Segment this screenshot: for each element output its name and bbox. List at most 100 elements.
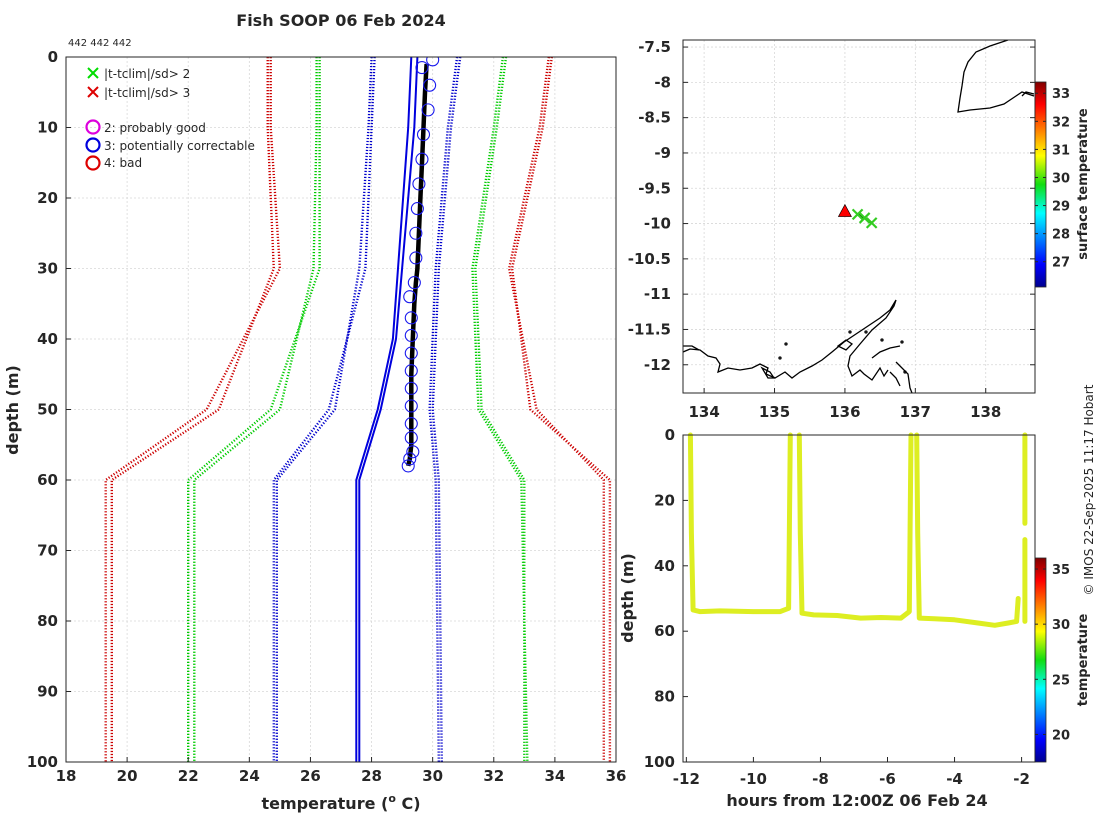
profile-plot-area — [66, 57, 616, 762]
island-dot — [864, 330, 868, 334]
y-tick-label: 30 — [37, 260, 58, 278]
y-tick-label: 90 — [37, 683, 58, 701]
x-tick-label: 32 — [483, 767, 504, 785]
y-tick-label: -11.5 — [628, 320, 671, 338]
series-line — [428, 57, 459, 762]
x-tick-label: -4 — [946, 770, 963, 788]
flag3-marker — [404, 364, 418, 378]
profile-y-axis-label: depth (m) — [3, 365, 22, 455]
legend-circle-blue-icon — [85, 137, 101, 153]
x-tick-label: 22 — [178, 767, 199, 785]
coastline — [683, 40, 1035, 393]
colorbar-tick-label: 30 — [1052, 618, 1070, 633]
y-tick-label: 80 — [654, 688, 675, 706]
map-y-ticks: -7.5 -8 -8.5 -9 -9.5 -10 -10.5 -11 -11.5 -12 — [628, 38, 1035, 374]
legend-label: 2: probably good — [104, 121, 206, 135]
time-depth-colorbar-ticks: 20 25 30 35 — [1035, 563, 1070, 743]
flag3-marker — [404, 311, 418, 325]
flag3-marker — [409, 226, 423, 240]
y-tick-label: 20 — [37, 189, 58, 207]
depth-trace — [687, 432, 793, 615]
colorbar-tick-label: 27 — [1052, 256, 1070, 271]
x-tick-label: 26 — [300, 767, 321, 785]
island-dot — [900, 340, 904, 344]
temperature-profile — [406, 63, 429, 467]
time-depth-x-ticks: -12 -10 -8 -6 -4 -2 — [673, 757, 1030, 788]
y-tick-label: 100 — [644, 753, 675, 771]
time-depth-x-axis-label: hours from 12:00Z 06 Feb 24 — [726, 791, 987, 810]
y-tick-label: 0 — [665, 426, 675, 444]
y-tick-label: -11 — [644, 285, 671, 303]
legend-item-flag4: 4: bad — [85, 155, 142, 171]
colorbar-tick-label: 33 — [1052, 87, 1070, 102]
coastline-path-s4 — [895, 361, 913, 393]
flag3-marker — [415, 61, 429, 75]
profile-x-axis-label: temperature (o C) — [261, 792, 420, 813]
depth-trace — [796, 432, 914, 621]
profile-chart: 18 20 22 24 26 28 30 32 34 36 0 10 20 30 40 50 60 70 80 90… — [3, 48, 626, 813]
map-grid — [683, 40, 1035, 393]
island-dot — [848, 330, 852, 334]
flag3-marker — [406, 445, 420, 459]
track-marker — [865, 217, 878, 229]
y-tick-label: 60 — [37, 471, 58, 489]
flag3-marker — [410, 202, 424, 216]
flag3-marker — [404, 328, 418, 343]
flag3-marker — [412, 177, 426, 191]
legend-item-flag3: 3: potentially correctable — [85, 137, 255, 153]
flag3-marker — [409, 251, 423, 265]
legend-label: |t-tclim|/sd> 2 — [104, 67, 190, 81]
flag3-marker — [416, 128, 431, 142]
coastline-path-s1 — [683, 299, 897, 381]
flag3-marker — [415, 152, 429, 166]
flag3-marker — [401, 459, 415, 473]
time-depth-y-axis-label: depth (m) — [618, 553, 637, 643]
flag3-marker — [404, 431, 418, 445]
y-tick-label: -10 — [644, 215, 671, 233]
y-tick-label: -12 — [644, 356, 671, 374]
figure-subtitle: 442 442 442 — [68, 38, 132, 49]
colorbar-tick-label: 31 — [1052, 143, 1070, 158]
legend-circle-red-icon — [85, 155, 101, 171]
series-line — [104, 57, 282, 762]
coastline-path-s5 — [760, 366, 776, 379]
time-depth-points — [687, 432, 1028, 628]
island-dot — [784, 342, 788, 346]
colorbar-tick-label: 20 — [1052, 728, 1070, 743]
map-colorbar-ticks: 27 28 29 30 31 32 33 — [1035, 87, 1070, 271]
profile-flag-markers — [401, 57, 440, 473]
flag3-marker — [426, 57, 440, 67]
y-tick-label: 0 — [48, 48, 58, 66]
legend-item-3sd: |t-tclim|/sd> 3 — [87, 86, 190, 100]
figure-title: Fish SOOP 06 Feb 2024 — [236, 11, 445, 30]
series-line — [358, 57, 419, 762]
map-x-ticks: 134 135 136 137 138 — [688, 388, 1001, 421]
y-tick-label: -9.5 — [638, 179, 671, 197]
y-tick-label: 60 — [654, 622, 675, 640]
x-tick-label: -12 — [673, 770, 700, 788]
y-tick-label: -10.5 — [628, 250, 671, 268]
series-line — [431, 57, 462, 762]
legend: |t-tclim|/sd> 2 |t-tclim|/sd> 3 2: proba… — [85, 67, 255, 171]
colorbar-tick-label: 32 — [1052, 115, 1070, 130]
profile-x-ticks: 18 20 22 24 26 28 30 32 34 36 — [56, 757, 626, 785]
y-tick-label: 50 — [37, 401, 58, 419]
time-depth-colorbar-bar — [1034, 557, 1047, 763]
colorbar-tick-label: 28 — [1052, 228, 1070, 243]
series-line — [110, 57, 276, 762]
x-tick-label: 135 — [759, 403, 790, 421]
colorbar-tick-label: 30 — [1052, 171, 1070, 186]
legend-x-red-icon — [87, 86, 99, 98]
coastline-path-s7 — [889, 371, 901, 387]
y-tick-label: -8 — [654, 73, 671, 91]
flag3-marker — [421, 103, 435, 117]
profile-series — [104, 57, 612, 762]
series-line — [355, 57, 413, 762]
flag3-marker — [423, 78, 437, 92]
x-tick-label: 30 — [422, 767, 443, 785]
time-depth-y-ticks: 0 20 40 60 80 100 — [644, 426, 688, 771]
x-tick-label: -8 — [812, 770, 829, 788]
current-position-triangle-icon — [837, 203, 852, 217]
legend-item-flag2: 2: probably good — [85, 119, 206, 135]
